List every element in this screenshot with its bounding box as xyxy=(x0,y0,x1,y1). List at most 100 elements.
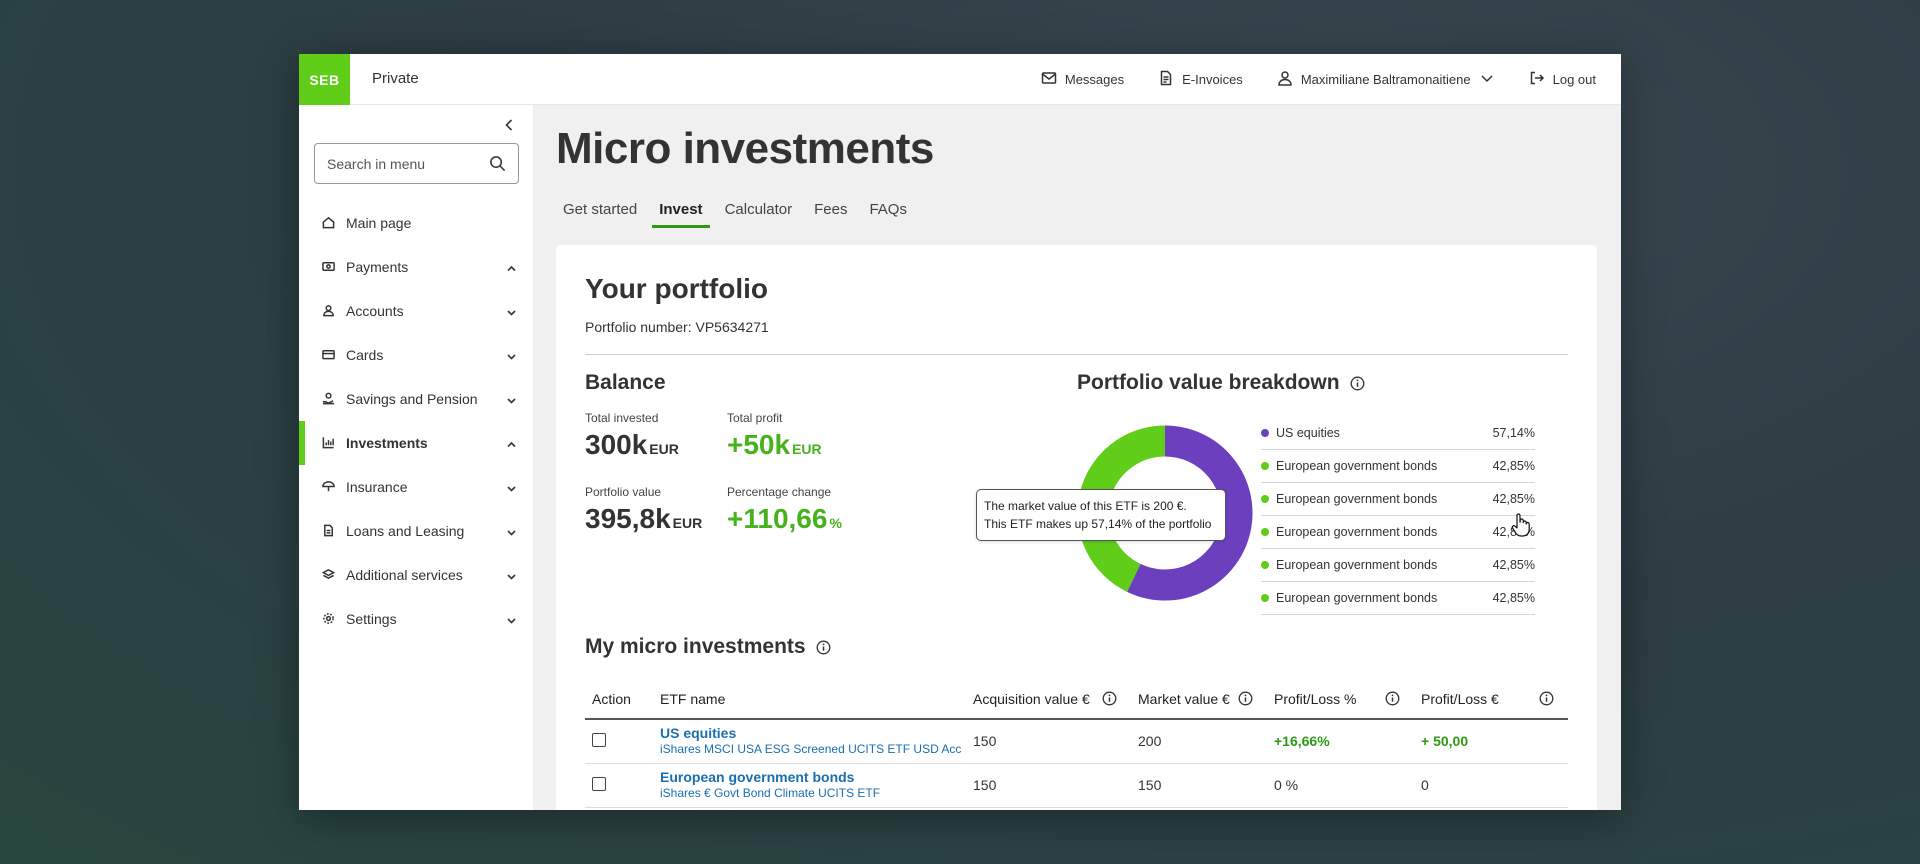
legend-percent: 42,85% xyxy=(1492,492,1535,506)
divider xyxy=(585,354,1568,355)
total-invested-value: 300k EUR xyxy=(585,429,679,461)
table-header-row: Action ETF name Acquisition value € Mark… xyxy=(585,679,1568,720)
sidebar-item-main-page[interactable]: Main page xyxy=(299,201,533,245)
percent-unit: % xyxy=(829,515,842,531)
collapse-sidebar-button[interactable] xyxy=(501,117,517,133)
tab-fees[interactable]: Fees xyxy=(814,201,848,218)
etf-name-link[interactable]: US equities xyxy=(660,725,737,742)
table-row: US equities iShares MSCI USA ESG Screened… xyxy=(585,719,1568,764)
sidebar-item-label: Accounts xyxy=(346,303,404,319)
legend-dot xyxy=(1261,594,1269,602)
e-invoices-link[interactable]: E-Invoices xyxy=(1158,70,1243,89)
portfolio-title: Your portfolio xyxy=(585,273,768,304)
donut-slice[interactable] xyxy=(1127,425,1253,601)
row-checkbox[interactable] xyxy=(592,732,606,747)
row-checkbox[interactable] xyxy=(592,776,606,791)
breakdown-title: Portfolio value breakdown xyxy=(1077,371,1365,395)
card-icon xyxy=(322,348,336,362)
percentage-change-stat: Percentage change +110,66% xyxy=(727,485,842,535)
sidebar-item-label: Loans and Leasing xyxy=(346,523,465,539)
etf-name-link[interactable]: European government bonds xyxy=(660,769,855,785)
legend-item[interactable]: European government bonds 42,85% xyxy=(1261,516,1535,549)
legend-item[interactable]: European government bonds 42,85% xyxy=(1261,549,1535,582)
section-label: Private xyxy=(372,70,419,87)
payments-icon xyxy=(322,260,336,274)
search-input[interactable] xyxy=(327,155,477,172)
accounts-icon xyxy=(322,304,336,318)
search-icon[interactable] xyxy=(489,155,506,172)
tab-faqs[interactable]: FAQs xyxy=(869,201,907,218)
sidebar-item-cards[interactable]: Cards xyxy=(299,333,533,377)
percentage-change-value: +110,66% xyxy=(727,503,842,535)
profit-loss-pct-cell: 0 % xyxy=(1267,763,1414,808)
document-icon xyxy=(322,524,336,538)
legend-dot xyxy=(1261,561,1269,569)
user-menu[interactable]: Maximiliane Baltramonaitiene xyxy=(1277,70,1495,89)
sidebar-item-savings-and-pension[interactable]: Savings and Pension xyxy=(299,377,533,421)
tab-bar: Get started Invest Calculator Fees FAQs xyxy=(556,197,922,228)
portfolio-value-stat: Portfolio value 395,8k EUR xyxy=(585,485,702,535)
info-icon[interactable] xyxy=(1102,691,1117,706)
chart-icon xyxy=(322,436,336,450)
tooltip-line: This ETF makes up 57,14% of the portfoli… xyxy=(984,517,1212,531)
seb-logo[interactable]: SEB xyxy=(299,54,350,105)
sidebar-item-insurance[interactable]: Insurance xyxy=(299,465,533,509)
sidebar-item-accounts[interactable]: Accounts xyxy=(299,289,533,333)
legend-label: European government bonds xyxy=(1276,591,1438,605)
total-profit-amount: +50k xyxy=(727,429,791,460)
legend-label: European government bonds xyxy=(1276,558,1438,572)
legend-label: European government bonds xyxy=(1276,492,1438,506)
market-value-cell: 150 xyxy=(1131,763,1267,808)
main-content: Micro investments Get started Invest Cal… xyxy=(533,105,1621,810)
info-icon[interactable] xyxy=(816,640,831,655)
column-header-action: Action xyxy=(585,679,653,720)
column-header-profit-loss-pct: Profit/Loss % xyxy=(1267,679,1414,720)
legend-item[interactable]: US equities 57,14% xyxy=(1261,417,1535,450)
chart-tooltip: The market value of this ETF is 200 €. T… xyxy=(976,489,1226,541)
legend-label: European government bonds xyxy=(1276,525,1438,539)
user-name: Maximiliane Baltramonaitiene xyxy=(1300,72,1471,87)
sidebar-item-settings[interactable]: Settings xyxy=(299,597,533,641)
sidebar-item-label: Main page xyxy=(346,215,412,231)
market-value-cell: 200 xyxy=(1131,719,1267,764)
tooltip-line: The market value of this ETF is 200 €. xyxy=(984,499,1187,513)
tab-get-started[interactable]: Get started xyxy=(563,201,638,218)
messages-link[interactable]: Messages xyxy=(1041,70,1124,89)
legend-item[interactable]: European government bonds 42,85% xyxy=(1261,582,1535,615)
table-row: European government bonds iShares € Govt … xyxy=(585,763,1568,808)
column-header-acquisition-value: Acquisition value € xyxy=(966,679,1131,720)
info-icon[interactable] xyxy=(1238,691,1253,706)
currency-label: EUR xyxy=(672,515,703,531)
info-icon[interactable] xyxy=(1385,691,1400,706)
sidebar-item-additional-services[interactable]: Additional services xyxy=(299,553,533,597)
tab-invest[interactable]: Invest xyxy=(652,197,710,228)
portfolio-number: Portfolio number: VP5634271 xyxy=(585,319,769,335)
total-profit-value: +50k EUR xyxy=(727,429,822,461)
balance-title: Balance xyxy=(585,371,666,394)
portfolio-value-label: Portfolio value xyxy=(585,485,662,499)
chevron-left-icon xyxy=(505,119,513,131)
total-invested-amount: 300k xyxy=(585,429,648,460)
micro-investments-table: Action ETF name Acquisition value € Mark… xyxy=(585,679,1568,808)
etf-fund-link[interactable]: iShares MSCI USA ESG Screened UCITS ETF … xyxy=(660,742,962,757)
sidebar-item-payments[interactable]: Payments xyxy=(299,245,533,289)
column-header-market-value: Market value € xyxy=(1131,679,1267,720)
info-icon[interactable] xyxy=(1350,376,1365,391)
sidebar-item-investments[interactable]: Investments xyxy=(299,421,533,465)
breakdown-title-text: Portfolio value breakdown xyxy=(1077,371,1340,394)
legend-item[interactable]: European government bonds 42,85% xyxy=(1261,450,1535,483)
logout-icon xyxy=(1529,70,1545,89)
sidebar-item-label: Payments xyxy=(346,259,409,275)
legend-percent: 42,85% xyxy=(1492,558,1535,572)
etf-fund-link[interactable]: iShares € Govt Bond Climate UCITS ETF xyxy=(660,786,881,800)
portfolio-card: Your portfolio Portfolio number: VP56342… xyxy=(556,245,1597,810)
legend-dot xyxy=(1261,462,1269,470)
tab-calculator[interactable]: Calculator xyxy=(724,201,793,218)
info-icon[interactable] xyxy=(1539,691,1554,706)
legend-item[interactable]: European government bonds 42,85% xyxy=(1261,483,1535,516)
chevron-down-icon xyxy=(506,613,517,624)
logout-link[interactable]: Log out xyxy=(1529,70,1596,89)
menu-search[interactable] xyxy=(314,143,519,184)
sidebar-item-loans-and-leasing[interactable]: Loans and Leasing xyxy=(299,509,533,553)
home-icon xyxy=(322,216,336,230)
